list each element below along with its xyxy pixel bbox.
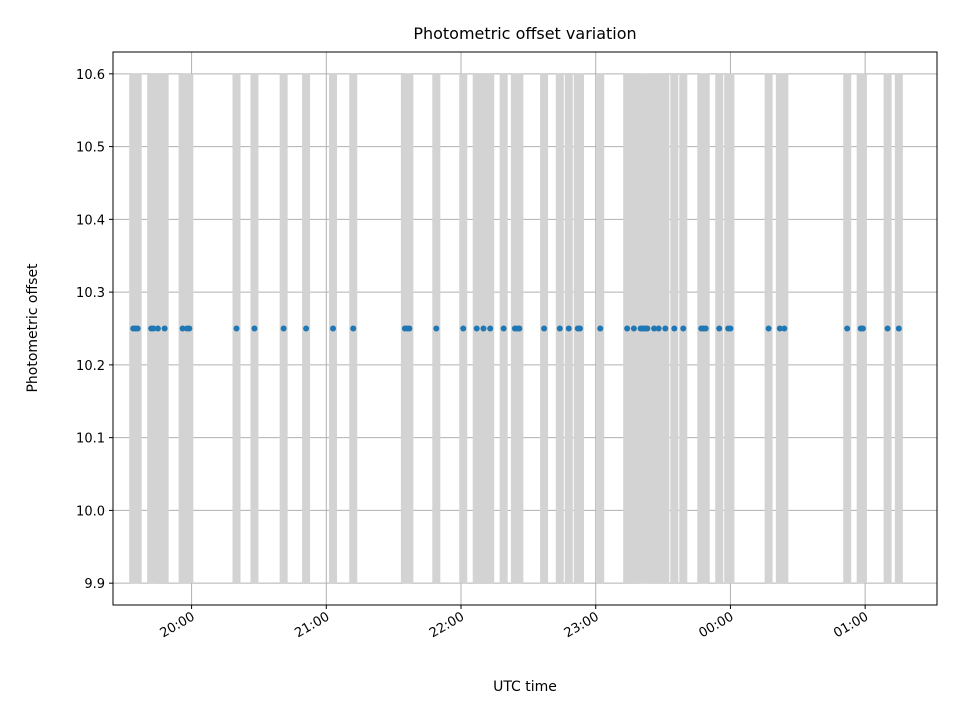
y-tick-label: 10.0 — [76, 504, 105, 519]
data-point — [655, 325, 662, 332]
data-point — [651, 325, 658, 332]
data-point — [680, 325, 687, 332]
data-point — [765, 325, 772, 332]
data-point — [186, 325, 193, 332]
y-tick-label: 10.4 — [76, 213, 105, 228]
y-tick-label: 9.9 — [84, 577, 105, 592]
y-tick-label: 10.2 — [76, 359, 105, 374]
data-point — [702, 325, 709, 332]
data-point — [644, 325, 651, 332]
data-point — [473, 325, 480, 332]
data-point — [460, 325, 467, 332]
y-tick-label: 10.1 — [76, 432, 105, 447]
y-ticks: 9.9 10.0 10.1 10.2 10.3 10.4 10.5 10.6 — [76, 68, 113, 592]
data-point — [565, 325, 572, 332]
data-point — [577, 325, 584, 332]
data-point — [624, 325, 631, 332]
data-point — [251, 325, 258, 332]
x-axis-label: UTC time — [493, 679, 557, 695]
plot-area — [113, 52, 937, 605]
data-point — [859, 325, 866, 332]
data-point — [556, 325, 563, 332]
data-point — [280, 325, 287, 332]
data-point — [134, 325, 141, 332]
plot-frame — [112, 51, 938, 606]
data-point — [781, 325, 788, 332]
data-point — [303, 325, 310, 332]
data-point — [480, 325, 487, 332]
data-point — [161, 325, 168, 332]
data-point — [597, 325, 604, 332]
data-point — [406, 325, 413, 332]
data-point — [844, 325, 851, 332]
data-point — [662, 325, 669, 332]
data-point — [727, 325, 734, 332]
data-point — [671, 325, 678, 332]
points — [130, 325, 902, 332]
data-point — [350, 325, 357, 332]
data-point — [630, 325, 637, 332]
chart-title: Photometric offset variation — [413, 24, 636, 43]
data-point — [330, 325, 337, 332]
data-point — [884, 325, 891, 332]
data-point — [487, 325, 494, 332]
y-tick-label: 10.3 — [76, 286, 105, 301]
data-point — [516, 325, 523, 332]
data-point — [541, 325, 548, 332]
data-point — [895, 325, 902, 332]
data-point — [500, 325, 507, 332]
data-point — [716, 325, 723, 332]
data-point — [179, 325, 186, 332]
data-point — [433, 325, 440, 332]
y-tick-label: 10.5 — [76, 141, 105, 156]
y-axis-label: Photometric offset — [25, 263, 41, 393]
data-point — [150, 325, 157, 332]
y-tick-label: 10.6 — [76, 68, 105, 83]
data-point — [154, 325, 161, 332]
data-point — [776, 325, 783, 332]
data-point — [233, 325, 240, 332]
